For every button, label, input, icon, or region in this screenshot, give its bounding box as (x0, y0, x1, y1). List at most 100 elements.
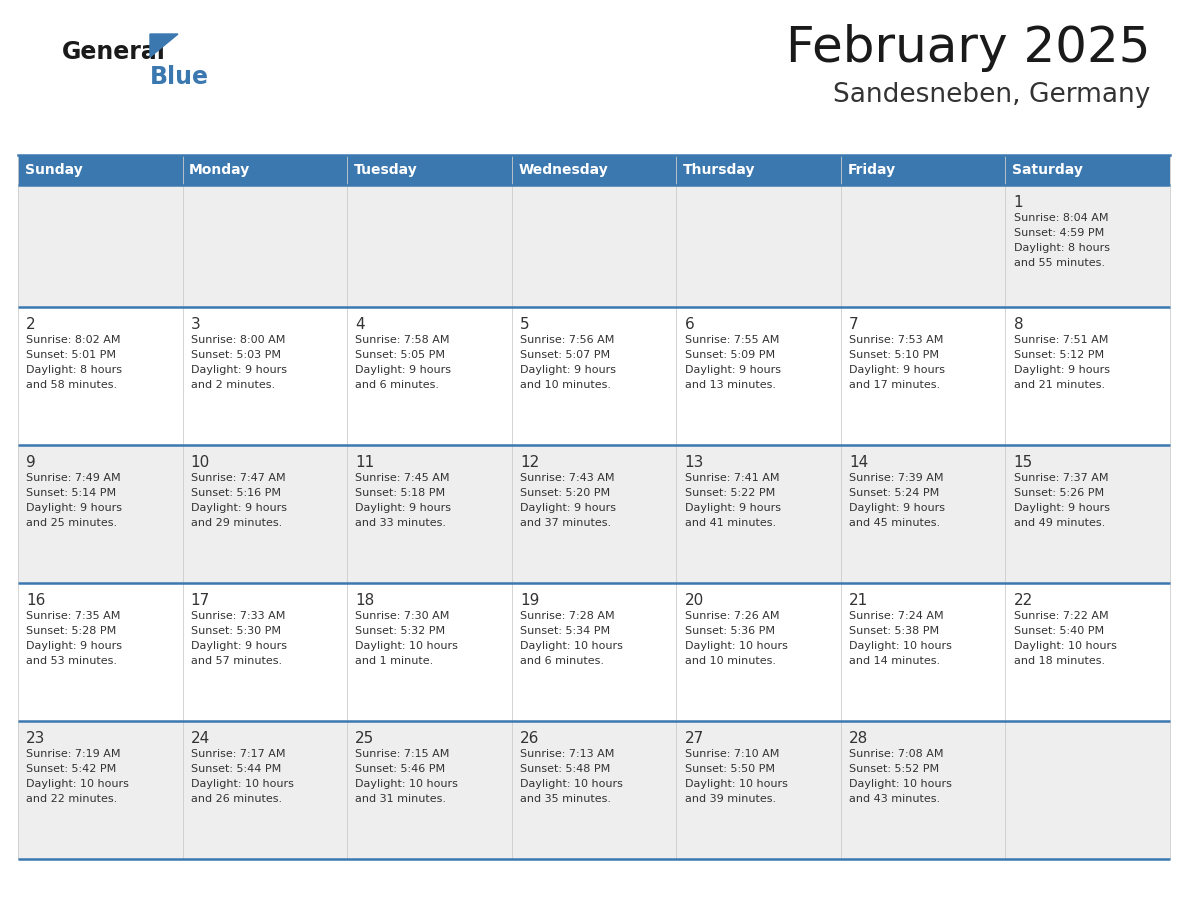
Text: Sunrise: 7:37 AM: Sunrise: 7:37 AM (1013, 473, 1108, 483)
Text: Daylight: 10 hours: Daylight: 10 hours (684, 641, 788, 651)
Text: and 35 minutes.: and 35 minutes. (520, 794, 611, 804)
Text: Sunset: 5:40 PM: Sunset: 5:40 PM (1013, 626, 1104, 636)
Text: Sunrise: 7:08 AM: Sunrise: 7:08 AM (849, 749, 943, 759)
Text: and 26 minutes.: and 26 minutes. (191, 794, 282, 804)
Text: Sunrise: 7:28 AM: Sunrise: 7:28 AM (520, 611, 614, 621)
Text: Daylight: 9 hours: Daylight: 9 hours (355, 365, 451, 375)
Text: Sunset: 5:52 PM: Sunset: 5:52 PM (849, 764, 940, 774)
Text: and 1 minute.: and 1 minute. (355, 656, 434, 666)
Text: 19: 19 (520, 593, 539, 608)
Text: Sunset: 5:36 PM: Sunset: 5:36 PM (684, 626, 775, 636)
Text: Daylight: 9 hours: Daylight: 9 hours (26, 503, 122, 513)
Text: and 55 minutes.: and 55 minutes. (1013, 258, 1105, 268)
Text: and 6 minutes.: and 6 minutes. (355, 380, 440, 390)
Text: 16: 16 (26, 593, 45, 608)
Text: Sunrise: 7:41 AM: Sunrise: 7:41 AM (684, 473, 779, 483)
Text: Saturday: Saturday (1012, 163, 1083, 177)
Text: Daylight: 10 hours: Daylight: 10 hours (26, 779, 129, 789)
Text: and 21 minutes.: and 21 minutes. (1013, 380, 1105, 390)
Text: 9: 9 (26, 455, 36, 470)
Text: Daylight: 9 hours: Daylight: 9 hours (684, 365, 781, 375)
Text: Sunday: Sunday (25, 163, 82, 177)
Text: 1: 1 (1013, 195, 1023, 210)
Text: Sunset: 5:28 PM: Sunset: 5:28 PM (26, 626, 116, 636)
Text: 26: 26 (520, 731, 539, 746)
Text: Daylight: 10 hours: Daylight: 10 hours (849, 779, 952, 789)
Text: and 53 minutes.: and 53 minutes. (26, 656, 118, 666)
Text: Daylight: 10 hours: Daylight: 10 hours (520, 641, 623, 651)
Text: Sunset: 5:05 PM: Sunset: 5:05 PM (355, 350, 446, 360)
Text: 2: 2 (26, 317, 36, 332)
Text: Sunrise: 7:15 AM: Sunrise: 7:15 AM (355, 749, 450, 759)
Text: and 14 minutes.: and 14 minutes. (849, 656, 940, 666)
Text: Sunset: 5:22 PM: Sunset: 5:22 PM (684, 488, 775, 498)
Text: Sunset: 5:34 PM: Sunset: 5:34 PM (520, 626, 611, 636)
Text: 10: 10 (191, 455, 210, 470)
Text: Sunset: 5:03 PM: Sunset: 5:03 PM (191, 350, 280, 360)
Text: Thursday: Thursday (683, 163, 756, 177)
Text: and 10 minutes.: and 10 minutes. (520, 380, 611, 390)
Text: and 39 minutes.: and 39 minutes. (684, 794, 776, 804)
Text: 12: 12 (520, 455, 539, 470)
Text: and 10 minutes.: and 10 minutes. (684, 656, 776, 666)
Text: Daylight: 10 hours: Daylight: 10 hours (849, 641, 952, 651)
Text: Sunrise: 7:53 AM: Sunrise: 7:53 AM (849, 335, 943, 345)
Text: Daylight: 10 hours: Daylight: 10 hours (520, 779, 623, 789)
Text: 20: 20 (684, 593, 703, 608)
Text: 25: 25 (355, 731, 374, 746)
Text: Sunrise: 7:22 AM: Sunrise: 7:22 AM (1013, 611, 1108, 621)
Text: and 43 minutes.: and 43 minutes. (849, 794, 940, 804)
Text: 3: 3 (191, 317, 201, 332)
Text: Sunrise: 8:00 AM: Sunrise: 8:00 AM (191, 335, 285, 345)
Text: Sunrise: 7:30 AM: Sunrise: 7:30 AM (355, 611, 450, 621)
Text: and 13 minutes.: and 13 minutes. (684, 380, 776, 390)
Text: and 25 minutes.: and 25 minutes. (26, 518, 118, 528)
Text: Daylight: 9 hours: Daylight: 9 hours (849, 365, 946, 375)
Text: February 2025: February 2025 (785, 24, 1150, 72)
Text: Sunrise: 7:35 AM: Sunrise: 7:35 AM (26, 611, 121, 621)
Text: Sunrise: 7:56 AM: Sunrise: 7:56 AM (520, 335, 614, 345)
Text: and 18 minutes.: and 18 minutes. (1013, 656, 1105, 666)
Text: 22: 22 (1013, 593, 1032, 608)
Text: Sunrise: 7:17 AM: Sunrise: 7:17 AM (191, 749, 285, 759)
Text: Tuesday: Tuesday (354, 163, 417, 177)
Text: Daylight: 9 hours: Daylight: 9 hours (191, 503, 286, 513)
Text: Sunset: 5:30 PM: Sunset: 5:30 PM (191, 626, 280, 636)
Text: Sandesneben, Germany: Sandesneben, Germany (833, 82, 1150, 108)
Text: 17: 17 (191, 593, 210, 608)
Text: 18: 18 (355, 593, 374, 608)
Text: 23: 23 (26, 731, 45, 746)
Text: and 41 minutes.: and 41 minutes. (684, 518, 776, 528)
Text: Sunrise: 7:19 AM: Sunrise: 7:19 AM (26, 749, 121, 759)
Text: Daylight: 9 hours: Daylight: 9 hours (26, 641, 122, 651)
Text: Daylight: 8 hours: Daylight: 8 hours (26, 365, 122, 375)
Text: 24: 24 (191, 731, 210, 746)
Text: 6: 6 (684, 317, 694, 332)
Text: Daylight: 10 hours: Daylight: 10 hours (355, 779, 459, 789)
Bar (18, 185, 1170, 307)
Text: Daylight: 9 hours: Daylight: 9 hours (1013, 503, 1110, 513)
Text: Sunset: 5:07 PM: Sunset: 5:07 PM (520, 350, 611, 360)
Text: 15: 15 (1013, 455, 1032, 470)
Text: Sunrise: 7:47 AM: Sunrise: 7:47 AM (191, 473, 285, 483)
Text: Sunrise: 7:45 AM: Sunrise: 7:45 AM (355, 473, 450, 483)
Text: 13: 13 (684, 455, 703, 470)
Bar (18, 307, 1170, 445)
Text: Daylight: 9 hours: Daylight: 9 hours (1013, 365, 1110, 375)
Text: Sunset: 4:59 PM: Sunset: 4:59 PM (1013, 228, 1104, 238)
Text: Daylight: 9 hours: Daylight: 9 hours (355, 503, 451, 513)
Text: Daylight: 9 hours: Daylight: 9 hours (849, 503, 946, 513)
Text: 11: 11 (355, 455, 374, 470)
Text: Sunset: 5:20 PM: Sunset: 5:20 PM (520, 488, 611, 498)
Text: Daylight: 10 hours: Daylight: 10 hours (1013, 641, 1117, 651)
Text: Sunrise: 7:58 AM: Sunrise: 7:58 AM (355, 335, 450, 345)
Text: Sunset: 5:44 PM: Sunset: 5:44 PM (191, 764, 282, 774)
Text: 7: 7 (849, 317, 859, 332)
Text: Sunrise: 7:49 AM: Sunrise: 7:49 AM (26, 473, 121, 483)
Text: Sunrise: 8:02 AM: Sunrise: 8:02 AM (26, 335, 121, 345)
Text: Friday: Friday (847, 163, 896, 177)
Text: Daylight: 9 hours: Daylight: 9 hours (520, 503, 615, 513)
Text: Sunset: 5:16 PM: Sunset: 5:16 PM (191, 488, 280, 498)
Text: Sunset: 5:01 PM: Sunset: 5:01 PM (26, 350, 116, 360)
Text: Sunrise: 7:24 AM: Sunrise: 7:24 AM (849, 611, 943, 621)
